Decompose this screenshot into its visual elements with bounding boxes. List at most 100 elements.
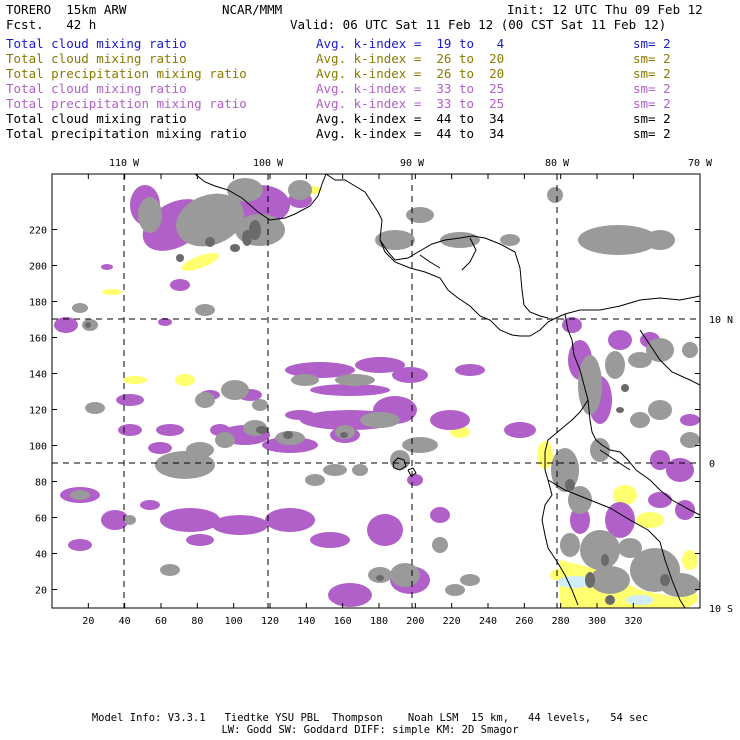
legend-kindex: Avg. k-index = 44 to 34 — [316, 126, 505, 141]
y-tick-label: 120 — [29, 406, 47, 417]
cloud-dark-core — [249, 220, 261, 240]
valid-time: Valid: 06 UTC Sat 11 Feb 12 (00 CST Sat … — [290, 17, 667, 32]
cloud-purple — [170, 279, 190, 291]
cloud-gray — [305, 474, 325, 486]
y-tick-label: 160 — [29, 334, 47, 345]
y-tick-label: 220 — [29, 226, 47, 237]
coastline-caribbean — [514, 251, 549, 319]
longitude-label: 90 W — [400, 158, 425, 169]
legend-field: Total precipitation mixing ratio — [6, 126, 247, 141]
forecast-hour: Fcst. 42 h — [6, 17, 97, 32]
model-title: TORERO 15km ARW — [6, 2, 127, 17]
cloud-gray — [406, 207, 434, 223]
cloud-gray — [70, 490, 90, 500]
latitude-label: 10 N — [709, 315, 733, 326]
center-label: NCAR/MMM — [222, 2, 283, 17]
cloud-purple — [140, 500, 160, 510]
cloud-gray — [390, 450, 410, 470]
cloud-purple — [367, 514, 403, 546]
border-central-america — [461, 237, 477, 271]
cloud-dark-core — [85, 322, 91, 328]
cloud-gray — [288, 180, 312, 200]
cloud-gray — [500, 234, 520, 246]
precip-yellow — [181, 253, 219, 271]
x-tick-label: 100 — [225, 616, 243, 625]
cloud-gray — [402, 437, 438, 453]
cloud-purple — [160, 508, 220, 532]
cloud-gray — [335, 374, 375, 386]
cloud-purple — [310, 532, 350, 548]
longitude-label: 80 W — [545, 158, 570, 169]
legend-kindex: Avg. k-index = 19 to 4 — [316, 36, 505, 51]
y-tick-label: 40 — [35, 550, 47, 561]
cloud-purple — [570, 506, 590, 534]
precip-yellow — [682, 550, 698, 570]
forecast-map: 20 40 60 80 100 120 140 160 180 200 220 240 260 280 30… — [29, 158, 733, 625]
coastline-pacific-ca — [379, 239, 566, 337]
cloud-purple — [156, 424, 184, 436]
cloud-gray — [375, 230, 415, 250]
cloud-gray — [578, 355, 602, 415]
cloud-purple — [328, 583, 372, 607]
cloud-gray — [252, 399, 268, 411]
x-tick-label: 300 — [588, 616, 606, 625]
cloud-gray — [578, 225, 658, 255]
coastline-ecuador-peru — [541, 399, 589, 606]
cloud-dark-core — [283, 431, 293, 439]
y-tick-label: 100 — [29, 442, 47, 453]
cloud-purple — [455, 364, 485, 376]
legend-smoothing: sm= 2 — [633, 51, 671, 66]
cloud-purple — [648, 492, 672, 508]
precip-yellow — [613, 485, 637, 505]
coastline-galapagos — [407, 467, 417, 477]
cloud-gray — [547, 187, 563, 203]
precip-yellow — [636, 512, 664, 528]
cloud-gray — [124, 515, 136, 525]
cloud-purple — [212, 515, 268, 535]
legend-kindex: Avg. k-index = 33 to 25 — [316, 81, 505, 96]
precip-yellow — [102, 289, 122, 295]
x-tick-label: 280 — [552, 616, 570, 625]
cloud-dark-core — [230, 244, 240, 252]
cloud-gray — [85, 402, 105, 414]
cloud-gray — [390, 563, 420, 587]
cloud-gray — [618, 538, 642, 558]
cloud-dark-core — [340, 432, 348, 438]
cloud-dark-core — [621, 384, 629, 392]
border-peru-brazil — [635, 469, 700, 516]
legend-field: Total precipitation mixing ratio — [6, 96, 247, 111]
border-colombia — [599, 449, 631, 471]
coastline-galapagos — [392, 457, 407, 471]
coastline-mexico — [194, 174, 327, 221]
longitude-label: 70 W — [688, 158, 713, 169]
plot-frame — [51, 173, 701, 609]
cloud-fields — [54, 178, 700, 608]
cloud-gray — [648, 400, 672, 420]
legend-smoothing: sm= 2 — [633, 111, 671, 126]
legend-field: Total cloud mixing ratio — [6, 111, 187, 126]
y-tick-label: 80 — [35, 478, 47, 489]
cloud-purple — [608, 330, 632, 350]
cloud-gray — [160, 564, 180, 576]
cloud-purple — [310, 384, 390, 396]
legend-field: Total cloud mixing ratio — [6, 36, 187, 51]
cloud-dark-core — [242, 230, 252, 246]
longitude-label: 100 W — [253, 158, 284, 169]
cloud-gray — [628, 352, 652, 368]
cloud-gray — [176, 193, 244, 247]
cloud-gray — [335, 425, 355, 439]
x-tick-label: 120 — [261, 616, 279, 625]
cloud-purple — [158, 318, 172, 326]
cloud-gray — [568, 486, 592, 514]
latitude-label: 0 — [709, 459, 715, 470]
legend-smoothing: sm= 2 — [633, 126, 671, 141]
cloud-purple — [186, 534, 214, 546]
cloud-dark-core — [256, 426, 268, 434]
cloud-gray — [460, 574, 480, 586]
cloud-lightblue — [626, 595, 654, 605]
cloud-purple — [265, 508, 315, 532]
cloud-dark-core — [176, 254, 184, 262]
cloud-gray — [580, 530, 620, 570]
cloud-lightblue — [557, 576, 593, 588]
cloud-gray — [352, 464, 368, 476]
